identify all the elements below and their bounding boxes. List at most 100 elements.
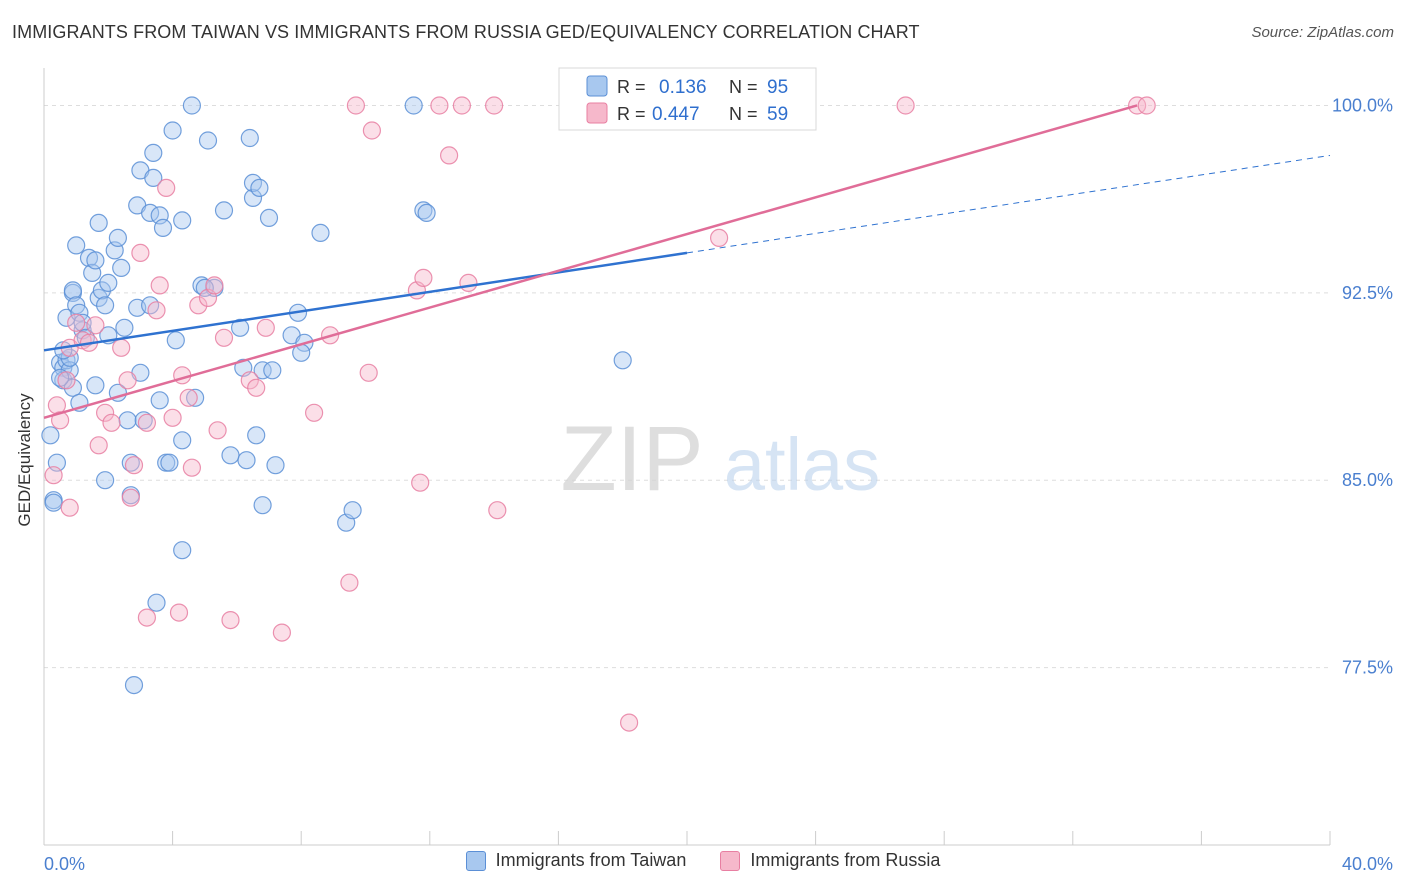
russia-point [163, 408, 182, 427]
y-tick-label: 77.5% [1342, 658, 1393, 678]
taiwan-point [166, 331, 185, 350]
russia-point [102, 413, 121, 432]
taiwan-point [163, 121, 182, 140]
russia-point [95, 403, 115, 422]
russia-point [44, 466, 63, 485]
watermark: ZIP atlas [560, 408, 880, 510]
y-tick-label: 85.0% [1342, 470, 1393, 490]
taiwan-point [266, 456, 285, 475]
russia-point [272, 623, 291, 642]
taiwan-point [240, 128, 259, 148]
russia-point [131, 243, 150, 262]
taiwan-point [173, 541, 192, 560]
taiwan-point [198, 131, 218, 150]
taiwan-point [243, 188, 263, 207]
taiwan-point [63, 378, 83, 397]
taiwan-point [253, 496, 272, 515]
taiwan-point [67, 236, 86, 255]
russia-point [359, 363, 378, 382]
russia-point [182, 458, 201, 477]
russia-point [440, 146, 459, 165]
taiwan-point [86, 376, 105, 395]
russia-point [189, 296, 208, 315]
russia-point [67, 313, 86, 332]
points-layer [41, 96, 1156, 732]
taiwan-point [95, 471, 115, 490]
taiwan-point [417, 203, 436, 222]
russia-point [112, 338, 131, 357]
taiwan-point [231, 318, 250, 337]
russia-point [147, 301, 166, 320]
stats-r-value-russia: 0.447 [652, 104, 700, 125]
russia-point [247, 378, 266, 397]
russia-point [1137, 96, 1156, 115]
taiwan-point [311, 223, 330, 242]
russia-point [896, 96, 915, 115]
taiwan-point [150, 391, 169, 410]
russia-point [89, 436, 108, 455]
y-axis-label: GED/Equivalency [15, 393, 34, 527]
taiwan-point [160, 453, 179, 472]
x-tick-label-max: 40.0% [1342, 854, 1393, 874]
taiwan-point [95, 296, 115, 315]
taiwan-point [173, 211, 192, 230]
taiwan-point [221, 446, 240, 465]
russia-point [205, 276, 224, 295]
taiwan-point [414, 201, 433, 220]
russia-point [157, 178, 176, 197]
russia-point [340, 573, 359, 592]
russia-point [430, 96, 449, 115]
y-tick-label: 92.5% [1342, 283, 1393, 303]
taiwan-point [124, 675, 144, 695]
taiwan-trend-extension [686, 154, 1331, 254]
russia-point [208, 421, 227, 440]
taiwan-point [214, 201, 234, 220]
taiwan-point [115, 318, 134, 337]
taiwan-point [144, 168, 163, 187]
legend-item-russia[interactable]: Immigrants from Russia [720, 850, 940, 871]
taiwan-point [404, 96, 423, 115]
taiwan-point [121, 453, 140, 472]
taiwan-point [60, 361, 79, 380]
taiwan-point [186, 388, 205, 407]
russia-point [150, 276, 169, 295]
taiwan-point [44, 493, 63, 512]
taiwan-point [41, 426, 60, 445]
russia-point [411, 473, 430, 492]
taiwan-point [182, 96, 201, 115]
russia-point [488, 501, 507, 520]
legend-label-taiwan: Immigrants from Taiwan [495, 850, 687, 870]
watermark-zip: ZIP [560, 408, 703, 510]
x-tick-label-min: 0.0% [44, 854, 85, 874]
watermark-atlas: atlas [724, 423, 880, 506]
taiwan-point [86, 251, 105, 270]
taiwan-point [108, 228, 128, 247]
taiwan-point [259, 208, 279, 227]
taiwan-point [63, 281, 83, 300]
stats-n-value-russia: 59 [767, 104, 788, 125]
legend-label-russia: Immigrants from Russia [750, 850, 941, 870]
russia-point [60, 498, 79, 517]
russia-point [137, 413, 156, 432]
russia-point [57, 371, 76, 390]
russia-point [305, 403, 324, 422]
legend-swatch-russia [720, 850, 741, 871]
trend-layer [43, 104, 1331, 419]
russia-point [86, 316, 105, 335]
taiwan-point [237, 451, 256, 470]
russia-point [459, 273, 478, 292]
taiwan-point [92, 281, 112, 300]
stats-r-value-taiwan: 0.136 [659, 77, 707, 98]
taiwan-point [263, 361, 282, 380]
taiwan-point [173, 431, 192, 450]
y-tick-label: 100.0% [1332, 95, 1393, 115]
stats-r-label-russia: R = [617, 104, 646, 124]
russia-point [214, 328, 234, 347]
russia-point [362, 121, 381, 140]
taiwan-trend-line [43, 251, 688, 352]
russia-point [709, 228, 729, 247]
legend-item-taiwan[interactable]: Immigrants from Taiwan [465, 850, 687, 871]
russia-point [619, 713, 639, 732]
